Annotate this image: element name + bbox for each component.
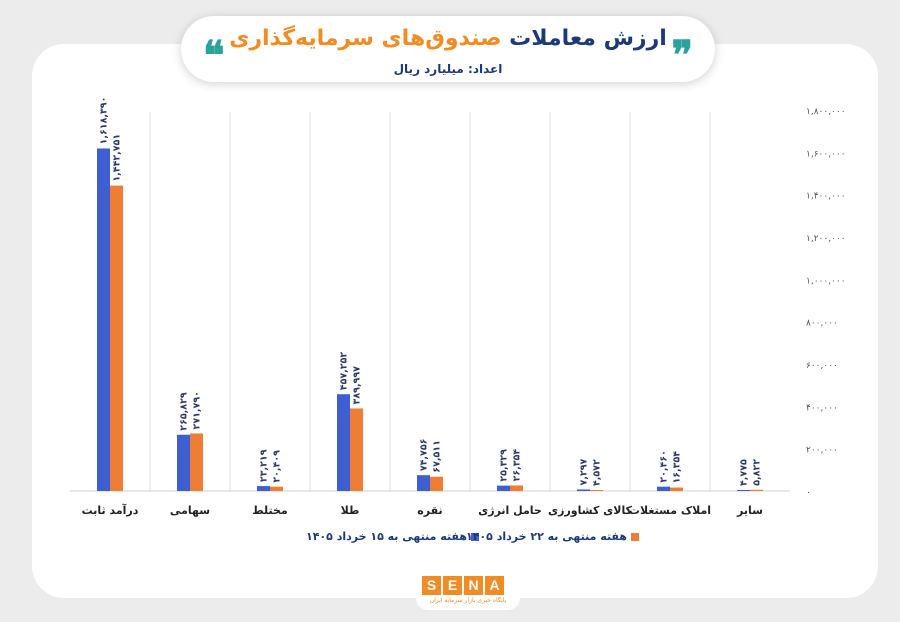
- data-label-series-2: ۳۸۹,۹۹۷: [352, 366, 363, 405]
- x-category-label: حامل انرژی: [478, 504, 542, 517]
- bar-series-2: [110, 185, 123, 491]
- data-label-series-2: ۶۷,۵۱۱: [432, 440, 443, 473]
- y-tick-label: ۴۰۰,۰۰۰: [806, 403, 838, 413]
- x-category-label: املاک مستغلات: [629, 504, 711, 517]
- data-label-series-2: ۱,۴۴۲,۷۵۱: [112, 134, 123, 182]
- x-category-label: سایر: [736, 504, 763, 517]
- title-banner: ❝ ارزش معاملات صندوق‌های سرمایه‌گذاری اع…: [181, 16, 715, 82]
- bar-series-1: [577, 489, 590, 491]
- logo-letter: S: [422, 576, 441, 595]
- bar-series-2: [750, 489, 763, 491]
- chart-title: ارزش معاملات صندوق‌های سرمایه‌گذاری: [181, 26, 715, 51]
- x-category-label: سهامی: [170, 504, 210, 517]
- bar-series-1: [97, 148, 110, 491]
- bar-series-2: [270, 486, 283, 491]
- bar-series-1: [177, 434, 190, 491]
- logo-letter: N: [464, 576, 483, 595]
- logo-letter: E: [443, 576, 462, 595]
- x-category-label: مختلط: [252, 504, 288, 517]
- sena-logo: S E N A پایگاه خبری بازار سرمایه ایران: [416, 570, 520, 610]
- y-tick-label: ۶۰۰,۰۰۰: [806, 361, 838, 371]
- quote-left-icon: ❝: [203, 32, 225, 79]
- data-label-series-1: ۴,۷۷۵: [739, 459, 750, 486]
- data-label-series-2: ۴,۵۷۲: [592, 459, 603, 486]
- bar-series-1: [417, 475, 430, 491]
- legend-label-series-2: هفته منتهی به ۲۲ خرداد ۱۴۰۵: [466, 530, 627, 543]
- data-label-series-2: ۲۶,۳۵۴: [512, 449, 523, 482]
- legend-series-2: هفته منتهی به ۲۲ خرداد ۱۴۰۵: [466, 530, 639, 543]
- data-label-series-2: ۲۰,۴۰۹: [272, 450, 283, 483]
- chart-card: [32, 44, 878, 598]
- bar-series-2: [350, 408, 363, 491]
- quote-right-icon: ❞: [671, 32, 693, 79]
- y-tick-label: ۱,۶۰۰,۰۰۰: [806, 149, 846, 159]
- title-main: ارزش معاملات: [509, 26, 667, 51]
- bar-series-1: [257, 486, 270, 491]
- bar-series-2: [190, 433, 203, 491]
- logo-letter: A: [485, 576, 504, 595]
- data-label-series-1: ۴۵۷,۲۵۲: [339, 352, 350, 391]
- title-accent: صندوق‌های سرمایه‌گذاری: [229, 26, 502, 51]
- bar-series-1: [497, 485, 510, 491]
- logo-tagline: پایگاه خبری بازار سرمایه ایران: [429, 597, 507, 604]
- data-label-series-2: ۲۷۱,۷۹۰: [192, 391, 203, 429]
- bar-series-2: [590, 490, 603, 491]
- x-category-label: طلا: [341, 504, 360, 517]
- x-category-label: نقره: [417, 504, 442, 517]
- bar-series-1: [337, 394, 350, 491]
- legend-swatch-series-2: [630, 532, 639, 541]
- bar-series-2: [430, 476, 443, 491]
- data-label-series-1: ۷۴,۷۵۶: [419, 439, 430, 472]
- legend-label-series-1: هفته منتهی به ۱۵ خرداد ۱۴۰۵: [306, 530, 467, 543]
- bar-series-1: [737, 489, 750, 491]
- legend-series-1: هفته منتهی به ۱۵ خرداد ۱۴۰۵: [306, 530, 479, 543]
- y-tick-label: ۸۰۰,۰۰۰: [806, 319, 838, 329]
- data-label-series-1: ۷,۲۹۷: [579, 458, 590, 485]
- unit-label: اعداد: میلیارد ریال: [393, 62, 503, 76]
- data-label-series-1: ۱,۶۱۸,۳۹۰: [99, 97, 110, 145]
- data-label-series-2: ۱۶,۳۵۴: [672, 451, 683, 484]
- y-tick-label: ۱,۴۰۰,۰۰۰: [806, 192, 846, 202]
- y-tick-label: ۱,۲۰۰,۰۰۰: [806, 234, 846, 244]
- x-category-label: درآمد ثابت: [82, 503, 139, 517]
- data-label-series-1: ۲۶۵,۸۲۹: [179, 392, 190, 431]
- data-label-series-2: ۵,۸۲۲: [752, 459, 763, 486]
- data-label-series-1: ۲۰,۴۶۰: [659, 450, 670, 483]
- x-category-label: کالای کشاورزی: [548, 504, 633, 517]
- y-tick-label: ۱,۰۰۰,۰۰۰: [806, 276, 846, 286]
- y-tick-label: ۰: [806, 488, 811, 498]
- bar-series-2: [670, 487, 683, 491]
- data-label-series-1: ۲۳,۲۱۹: [259, 449, 270, 482]
- y-tick-label: ۲۰۰,۰۰۰: [806, 446, 838, 456]
- legend-swatch-series-1: [470, 532, 479, 541]
- bar-series-1: [657, 486, 670, 491]
- y-tick-label: ۱,۸۰۰,۰۰۰: [806, 107, 846, 117]
- data-label-series-1: ۲۵,۳۲۹: [499, 449, 510, 482]
- bar-series-2: [510, 485, 523, 491]
